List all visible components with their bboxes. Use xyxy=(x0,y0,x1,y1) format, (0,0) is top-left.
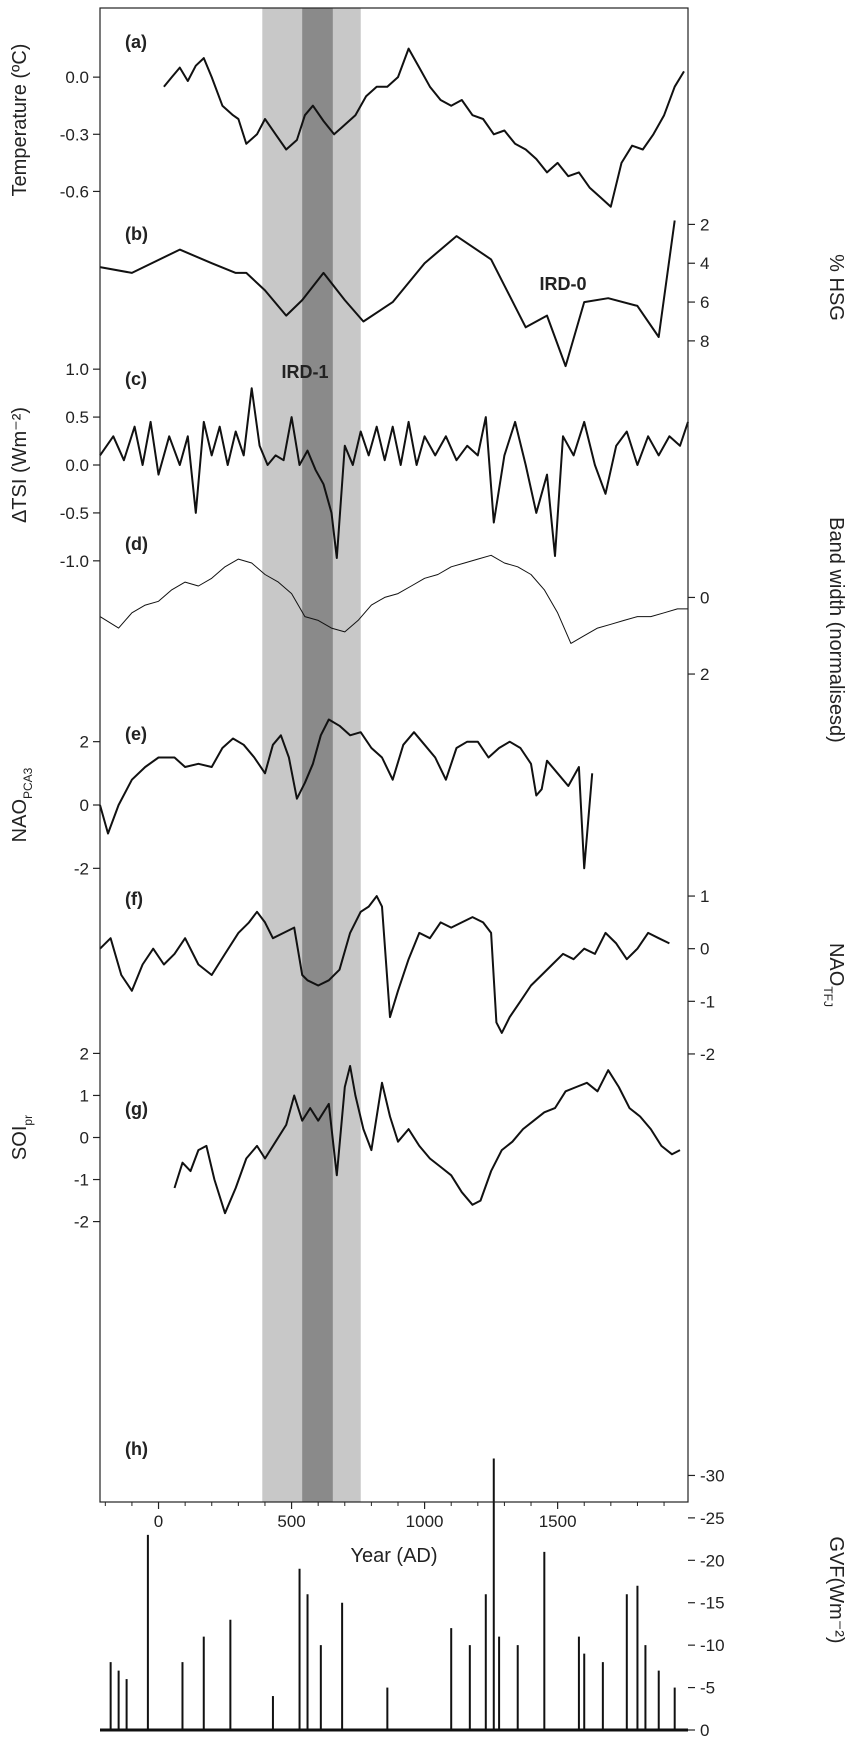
panel-a-ytick-label: 0.0 xyxy=(65,68,89,87)
panel-e-ytick-label: 0 xyxy=(80,796,89,815)
panel-b-ylabel: % HSG xyxy=(825,254,847,321)
panel-b-ytick-label: 6 xyxy=(700,293,709,312)
axes-group: 0 500 1000 15000.0-0.3-0.624681.00.50.0-0.5… xyxy=(60,68,725,1740)
panel-h-ylabel-text: GVF(Wm⁻²) xyxy=(825,1536,847,1643)
panel-a-ytick-label: -0.3 xyxy=(60,125,89,144)
panel-e-ylabel-text: NAO xyxy=(9,799,31,842)
panel-a-line xyxy=(163,47,685,208)
shade-dark xyxy=(302,8,333,1502)
x-axis-title: Year (AD) xyxy=(350,1545,437,1567)
panel-f-ylabel-sub: TFJ xyxy=(821,986,835,1007)
panel-c-ytick-label: 0.0 xyxy=(65,456,89,475)
panel-g-ylabel: SOIpr xyxy=(9,1115,35,1160)
labels-group: (a) Temperature (ºC) (b) % HSG (c) ΔTSI (Wm⁻²… xyxy=(9,32,847,1644)
panel-e-line xyxy=(99,718,594,870)
panel-b-ytick-label: 8 xyxy=(700,332,709,351)
panel-h-ytick-label: -10 xyxy=(700,1636,725,1655)
panel-d-ylabel-text: Band width (normalisesd) xyxy=(825,517,847,743)
x-tick-label-1000: 1000 xyxy=(406,1512,444,1531)
panel-g-line xyxy=(173,1065,681,1215)
panel-e-ytick-label: 2 xyxy=(80,733,89,752)
panel-b-line xyxy=(99,220,676,368)
x-tick-label-1500: 1500 xyxy=(539,1512,577,1531)
x-tick-label-500: 500 xyxy=(277,1512,305,1531)
panel-h-ytick-label: -20 xyxy=(700,1551,725,1570)
panel-h-ytick-label: -25 xyxy=(700,1509,725,1528)
panel-h-ytick-label: -15 xyxy=(700,1594,725,1613)
panel-g-ylabel-sub: pr xyxy=(21,1115,35,1126)
panel-e-ylabel-sub: PCA3 xyxy=(21,767,35,799)
panel-a-label: (a) xyxy=(125,32,147,52)
panel-h-ytick-label: -30 xyxy=(700,1466,725,1485)
panel-g-ylabel-text: SOI xyxy=(9,1126,31,1160)
panel-e-ylabel: NAOPCA3 xyxy=(9,767,35,842)
panel-f-ytick-label: 0 xyxy=(700,940,709,959)
panel-f-ytick-label: 1 xyxy=(700,887,709,906)
panel-f-ylabel-text: NAO xyxy=(825,943,847,986)
panel-c-ytick-label: 1.0 xyxy=(65,360,89,379)
panel-b-ylabel-text: % HSG xyxy=(825,254,847,321)
panel-c-label: (c) xyxy=(125,369,147,389)
panel-e-label: (e) xyxy=(125,724,147,744)
panel-d-ytick-label: 0 xyxy=(700,588,709,607)
panel-d-ylabel: Band width (normalisesd) xyxy=(825,517,847,743)
panel-b-ytick-label: 4 xyxy=(700,254,709,273)
panel-g-label: (g) xyxy=(125,1099,148,1119)
panel-c-line xyxy=(99,387,689,559)
panel-e-ytick-label: -2 xyxy=(74,859,89,878)
panel-a-ytick-label: -0.6 xyxy=(60,182,89,201)
series-group xyxy=(99,47,689,1732)
panel-d-line xyxy=(99,554,688,644)
panel-h-ytick-label: 0 xyxy=(700,1721,709,1740)
panel-a-ylabel: Temperature (ºC) xyxy=(9,44,31,197)
panel-c-ytick-label: -0.5 xyxy=(60,504,89,523)
panel-c-ylabel-text: ΔTSI (Wm⁻²) xyxy=(9,407,31,523)
panel-f-ytick-label: -2 xyxy=(700,1045,715,1064)
panel-d-ytick-label: 2 xyxy=(700,665,709,684)
panel-g-ytick-label: -1 xyxy=(74,1171,89,1190)
panel-g-ytick-label: -2 xyxy=(74,1213,89,1232)
panel-f-line xyxy=(99,895,670,1034)
panel-h-ytick-label: -5 xyxy=(700,1679,715,1698)
panel-f-ytick-label: -1 xyxy=(700,992,715,1011)
panel-g-ytick-label: 0 xyxy=(80,1129,89,1148)
panel-a-ylabel-text: Temperature (ºC) xyxy=(9,44,31,197)
shaded-intervals xyxy=(262,8,361,1502)
annotation-ird-1: IRD-1 xyxy=(281,362,328,382)
annotation-ird-0: IRD-0 xyxy=(539,274,586,294)
panel-f-label: (f) xyxy=(125,889,143,909)
panel-h-ylabel: GVF(Wm⁻²) xyxy=(825,1536,847,1643)
panel-c-ytick-label: -1.0 xyxy=(60,552,89,571)
panel-g-ytick-label: 1 xyxy=(80,1086,89,1105)
plot-frame xyxy=(99,7,689,1503)
panel-b-label: (b) xyxy=(125,224,148,244)
panel-g-ytick-label: 2 xyxy=(80,1044,89,1063)
panel-b-ytick-label: 2 xyxy=(700,215,709,234)
panel-f-ylabel: NAOTFJ xyxy=(821,943,847,1007)
panel-d-label: (d) xyxy=(125,534,148,554)
x-tick-label-0: 0 xyxy=(154,1512,163,1531)
panel-c-ylabel: ΔTSI (Wm⁻²) xyxy=(9,407,31,523)
panel-c-ytick-label: 0.5 xyxy=(65,408,89,427)
panel-h-label: (h) xyxy=(125,1439,148,1459)
